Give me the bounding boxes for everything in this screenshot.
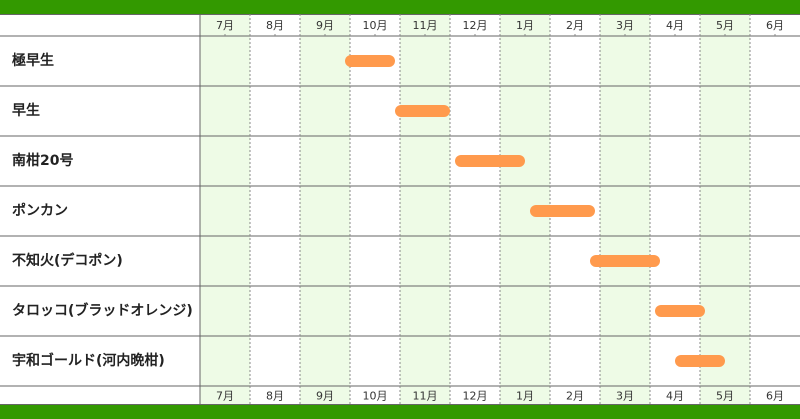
column-shade xyxy=(400,14,450,405)
x-tick-label: 3月 xyxy=(616,390,634,403)
bottom-band xyxy=(0,405,800,419)
x-tick-label: 10月 xyxy=(363,19,388,32)
row-label: 早生 xyxy=(12,102,40,119)
x-tick-label: 6月 xyxy=(766,19,784,32)
x-tick-label: 4月 xyxy=(666,390,684,403)
x-tick-label: 4月 xyxy=(666,19,684,32)
x-tick-label: 5月 xyxy=(716,19,734,32)
row-label: 不知火(デコポン) xyxy=(12,252,123,269)
x-tick-label: 9月 xyxy=(316,19,334,32)
x-tick-label: 3月 xyxy=(616,19,634,32)
season-bar xyxy=(655,305,705,317)
x-tick-label: 6月 xyxy=(766,390,784,403)
column-shade xyxy=(700,14,750,405)
season-bar xyxy=(590,255,660,267)
column-shade xyxy=(200,14,250,405)
season-bar xyxy=(455,155,525,167)
x-tick-label: 1月 xyxy=(516,390,534,403)
season-bar xyxy=(395,105,450,117)
season-bar xyxy=(345,55,395,67)
x-tick-label: 11月 xyxy=(413,19,438,32)
x-tick-label: 8月 xyxy=(266,19,284,32)
row-label: 南柑20号 xyxy=(12,152,73,169)
season-bar xyxy=(530,205,595,217)
column-shade xyxy=(300,14,350,405)
x-tick-label: 12月 xyxy=(463,390,488,403)
x-tick-label: 11月 xyxy=(413,390,438,403)
x-tick-label: 12月 xyxy=(463,19,488,32)
x-tick-label: 10月 xyxy=(363,390,388,403)
x-tick-label: 1月 xyxy=(516,19,534,32)
top-band xyxy=(0,0,800,14)
x-tick-label: 2月 xyxy=(566,19,584,32)
row-label: ポンカン xyxy=(12,202,68,219)
x-tick-label: 9月 xyxy=(316,390,334,403)
row-label: タロッコ(ブラッドオレンジ) xyxy=(12,302,193,319)
background xyxy=(0,14,800,405)
row-label: 宇和ゴールド(河内晩柑) xyxy=(12,352,165,369)
x-tick-label: 8月 xyxy=(266,390,284,403)
x-tick-label: 7月 xyxy=(216,390,234,403)
column-shade xyxy=(600,14,650,405)
season-bar xyxy=(675,355,725,367)
x-tick-label: 5月 xyxy=(716,390,734,403)
x-tick-label: 7月 xyxy=(216,19,234,32)
x-tick-label: 2月 xyxy=(566,390,584,403)
row-label: 極早生 xyxy=(12,52,54,69)
